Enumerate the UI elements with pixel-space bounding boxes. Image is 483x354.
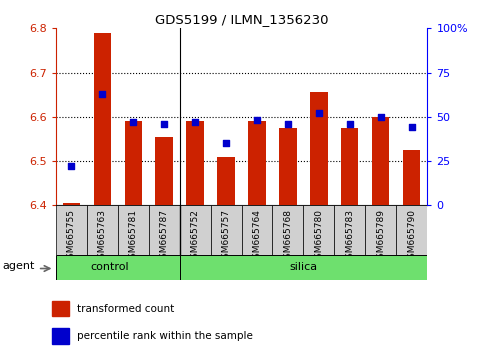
Text: GSM665757: GSM665757 (222, 209, 230, 264)
Bar (280, 128, 297, 205)
Bar (186, 121, 203, 205)
FancyBboxPatch shape (56, 255, 180, 280)
Text: GSM665783: GSM665783 (345, 209, 355, 264)
Point (377, 114, 385, 120)
Point (67, 164, 75, 169)
Point (98, 91, 106, 97)
Bar (125, 121, 142, 205)
Bar (53, 301, 69, 316)
Point (284, 121, 292, 127)
FancyBboxPatch shape (366, 205, 397, 255)
Text: GSM665763: GSM665763 (98, 209, 107, 264)
FancyBboxPatch shape (180, 205, 211, 255)
Text: GSM665768: GSM665768 (284, 209, 293, 264)
FancyBboxPatch shape (56, 205, 86, 255)
FancyBboxPatch shape (86, 205, 117, 255)
Point (408, 125, 416, 130)
Text: GSM665752: GSM665752 (190, 209, 199, 264)
Point (191, 119, 199, 125)
FancyBboxPatch shape (242, 205, 272, 255)
Point (222, 141, 230, 146)
Text: GSM665787: GSM665787 (159, 209, 169, 264)
Title: GDS5199 / ILMN_1356230: GDS5199 / ILMN_1356230 (155, 13, 328, 26)
Point (129, 119, 137, 125)
FancyBboxPatch shape (303, 205, 334, 255)
Bar (248, 121, 266, 205)
Text: GSM665790: GSM665790 (408, 209, 416, 264)
Bar (156, 137, 172, 205)
Bar (341, 128, 358, 205)
Bar (403, 150, 421, 205)
Text: transformed count: transformed count (77, 303, 174, 314)
Text: GSM665780: GSM665780 (314, 209, 324, 264)
Point (346, 121, 354, 127)
Point (160, 121, 168, 127)
FancyBboxPatch shape (117, 205, 149, 255)
Bar (62, 203, 80, 205)
Text: GSM665789: GSM665789 (376, 209, 385, 264)
Point (315, 110, 323, 116)
Text: agent: agent (3, 261, 35, 271)
Point (253, 118, 261, 123)
Text: silica: silica (289, 262, 317, 272)
FancyBboxPatch shape (272, 205, 303, 255)
Text: percentile rank within the sample: percentile rank within the sample (77, 331, 253, 341)
Text: control: control (90, 262, 129, 272)
Bar (217, 157, 235, 205)
FancyBboxPatch shape (397, 205, 427, 255)
FancyBboxPatch shape (334, 205, 366, 255)
Bar (372, 117, 389, 205)
Text: GSM665781: GSM665781 (128, 209, 138, 264)
FancyBboxPatch shape (149, 205, 180, 255)
Bar (53, 328, 69, 344)
Text: GSM665755: GSM665755 (67, 209, 75, 264)
Bar (311, 92, 327, 205)
FancyBboxPatch shape (211, 205, 242, 255)
FancyBboxPatch shape (180, 255, 427, 280)
Bar (94, 33, 111, 205)
Text: GSM665764: GSM665764 (253, 209, 261, 264)
